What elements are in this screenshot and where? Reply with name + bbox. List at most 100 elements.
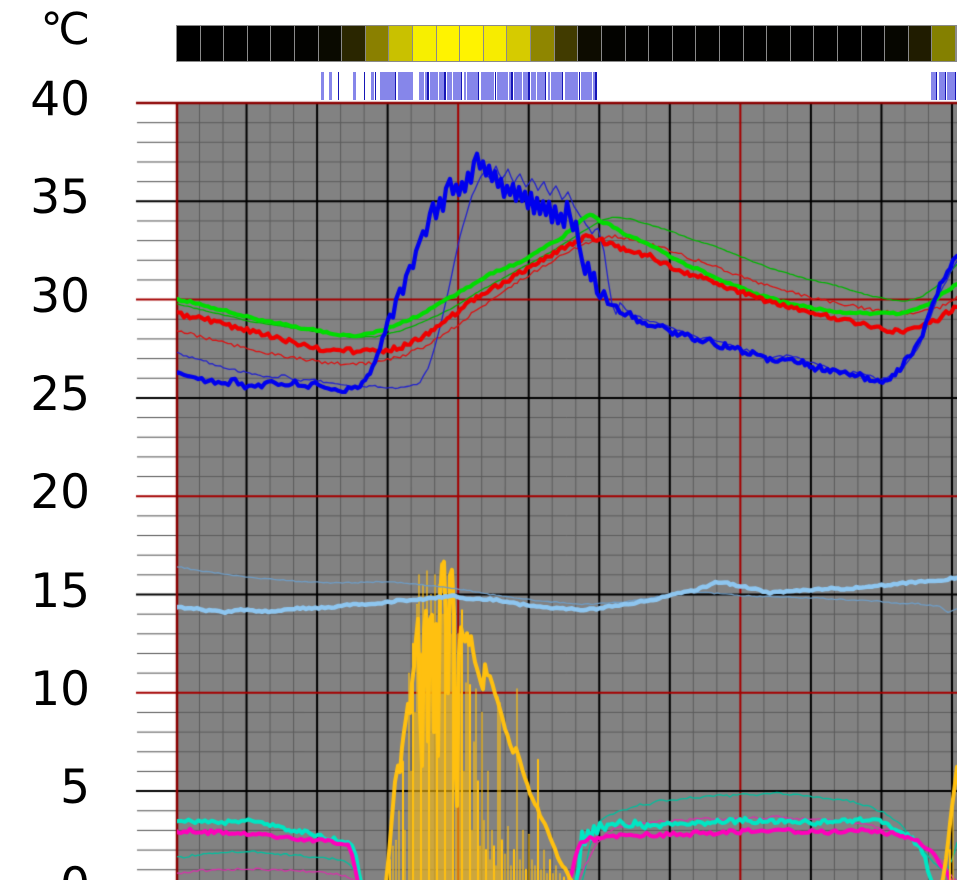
event-tick — [550, 72, 554, 100]
event-tick — [564, 72, 568, 100]
event-tick — [483, 72, 486, 100]
event-tick — [404, 72, 407, 100]
sunshine-cell — [483, 26, 507, 61]
event-tick — [525, 72, 528, 100]
event-tick — [389, 72, 392, 100]
event-tick — [375, 72, 377, 100]
sunshine-cell — [224, 26, 247, 61]
event-tick — [497, 72, 500, 100]
event-tick — [936, 72, 938, 100]
event-tick — [401, 72, 404, 100]
event-tick — [584, 72, 587, 100]
event-tick — [449, 72, 453, 100]
sunshine-cell — [908, 26, 932, 61]
event-tick — [575, 72, 579, 100]
event-tick — [364, 72, 366, 100]
event-tick — [500, 72, 503, 100]
event-tick — [430, 72, 433, 100]
event-tick — [321, 72, 324, 100]
event-tick — [539, 72, 542, 100]
sunshine-cell — [790, 26, 814, 61]
sunshine-cell — [318, 26, 342, 61]
event-tick-marks — [0, 0, 957, 102]
event-tick — [595, 72, 597, 100]
event-tick — [435, 72, 439, 100]
event-tick — [508, 72, 512, 100]
event-tick — [511, 72, 513, 100]
event-tick — [398, 72, 401, 100]
event-tick — [380, 72, 383, 100]
event-tick — [424, 72, 428, 100]
event-tick — [438, 72, 442, 100]
event-tick — [371, 72, 374, 100]
event-tick — [455, 72, 458, 100]
event-tick — [581, 72, 584, 100]
sunshine-cell — [365, 26, 389, 61]
event-tick — [556, 72, 559, 100]
sunshine-cell — [625, 26, 649, 61]
event-tick — [421, 72, 425, 100]
event-tick — [395, 72, 397, 100]
sunshine-cell — [601, 26, 625, 61]
event-tick — [329, 72, 332, 100]
event-tick — [545, 72, 547, 100]
sunshine-cell — [531, 26, 554, 61]
event-tick — [458, 72, 461, 100]
event-tick — [947, 72, 950, 100]
event-tick — [931, 72, 934, 100]
sunshine-cell — [389, 26, 413, 61]
event-tick — [514, 72, 517, 100]
event-tick — [494, 72, 496, 100]
event-tick — [519, 72, 523, 100]
sunshine-cell — [837, 26, 861, 61]
event-tick — [952, 72, 956, 100]
event-tick — [533, 72, 537, 100]
event-tick — [567, 72, 570, 100]
event-tick — [528, 72, 530, 100]
sunshine-intensity-strip — [176, 25, 957, 62]
sunshine-cell — [767, 26, 790, 61]
event-tick — [950, 72, 953, 100]
event-tick — [407, 72, 410, 100]
event-tick — [486, 72, 489, 100]
event-tick — [942, 72, 945, 100]
sunshine-cell — [413, 26, 436, 61]
sunshine-cell — [814, 26, 837, 61]
event-tick — [491, 72, 495, 100]
event-tick — [383, 72, 386, 100]
event-tick — [573, 72, 576, 100]
event-tick — [444, 72, 446, 100]
event-tick — [410, 72, 413, 100]
event-tick — [386, 72, 389, 100]
event-tick — [475, 72, 478, 100]
event-tick — [955, 72, 957, 100]
event-tick — [933, 72, 937, 100]
event-tick — [517, 72, 520, 100]
event-tick — [503, 72, 506, 100]
event-tick — [463, 72, 467, 100]
event-tick — [587, 72, 590, 100]
event-tick — [522, 72, 526, 100]
event-tick — [469, 72, 472, 100]
event-tick — [553, 72, 556, 100]
event-tick — [944, 72, 946, 100]
sunshine-cell — [342, 26, 365, 61]
sunshine-cell — [460, 26, 483, 61]
event-tick — [570, 72, 573, 100]
event-tick — [489, 72, 492, 100]
event-tick — [536, 72, 540, 100]
event-tick — [427, 72, 429, 100]
event-tick — [561, 72, 564, 100]
sunshine-cell — [885, 26, 908, 61]
sunshine-cell — [200, 26, 224, 61]
event-tick — [461, 72, 463, 100]
event-tick — [531, 72, 534, 100]
event-tick — [547, 72, 551, 100]
event-tick — [578, 72, 580, 100]
event-tick — [559, 72, 562, 100]
sunshine-cell — [247, 26, 271, 61]
event-tick — [419, 72, 422, 100]
sunshine-cell — [696, 26, 719, 61]
event-tick — [433, 72, 436, 100]
event-tick — [441, 72, 444, 100]
